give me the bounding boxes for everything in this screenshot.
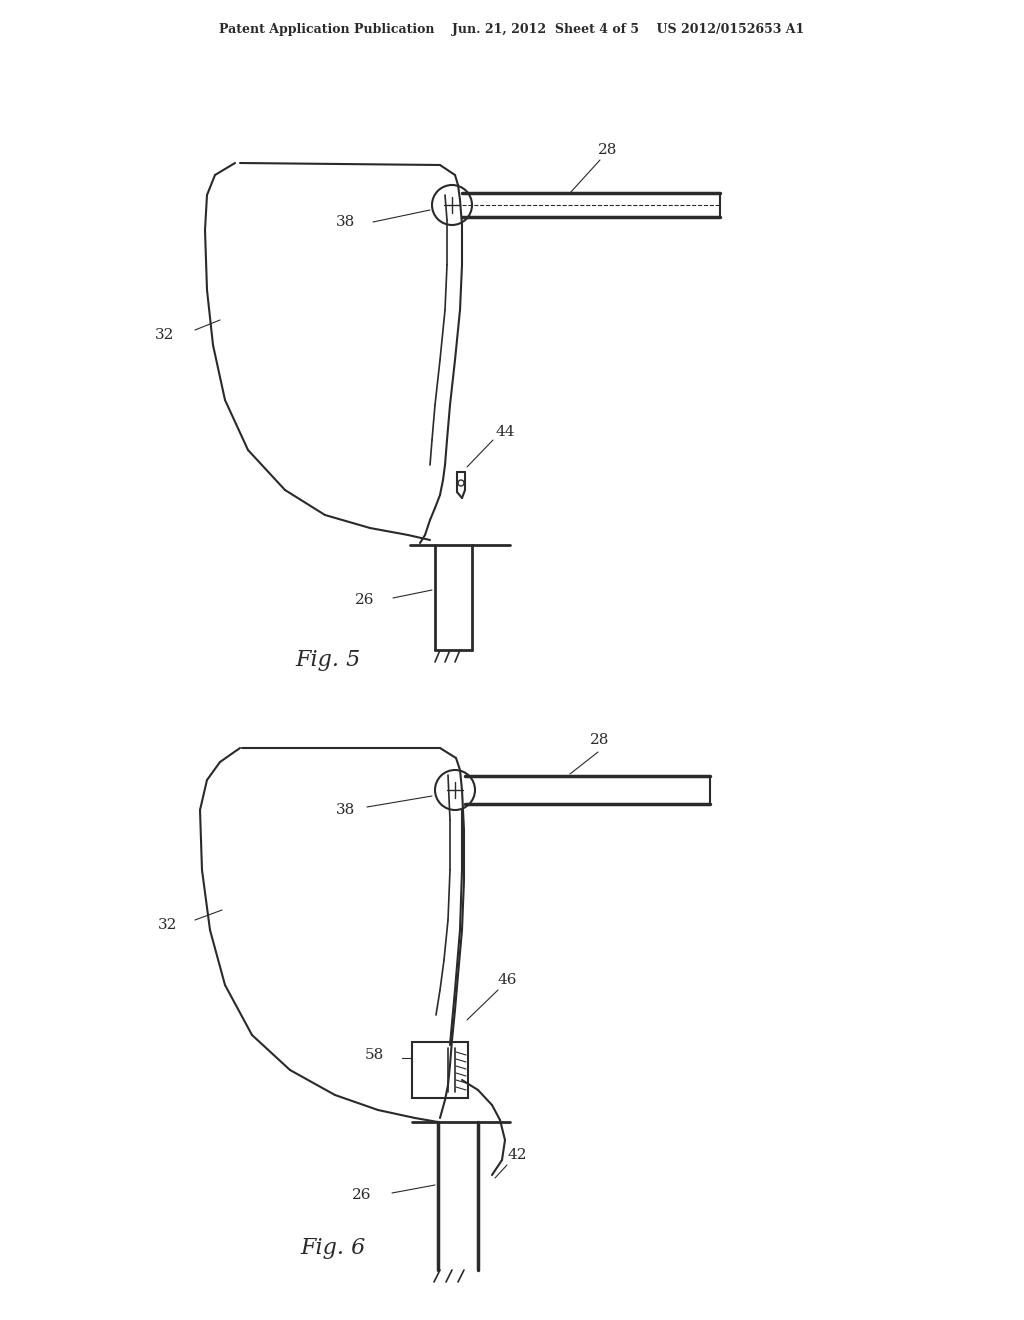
Text: 26: 26 xyxy=(352,1188,372,1203)
Text: Patent Application Publication    Jun. 21, 2012  Sheet 4 of 5    US 2012/0152653: Patent Application Publication Jun. 21, … xyxy=(219,24,805,37)
Text: 44: 44 xyxy=(495,425,514,440)
Text: 28: 28 xyxy=(598,143,617,157)
Text: 32: 32 xyxy=(155,327,174,342)
Text: Fig. 6: Fig. 6 xyxy=(300,1237,366,1259)
Text: 38: 38 xyxy=(336,803,355,817)
Bar xyxy=(412,1041,468,1098)
Text: 28: 28 xyxy=(590,733,609,747)
Text: 42: 42 xyxy=(508,1148,527,1162)
Text: 46: 46 xyxy=(498,973,517,987)
Text: 26: 26 xyxy=(355,593,375,607)
Text: Fig. 5: Fig. 5 xyxy=(295,649,360,671)
Text: 32: 32 xyxy=(158,917,177,932)
Text: 58: 58 xyxy=(365,1048,384,1063)
Text: 38: 38 xyxy=(336,215,355,228)
